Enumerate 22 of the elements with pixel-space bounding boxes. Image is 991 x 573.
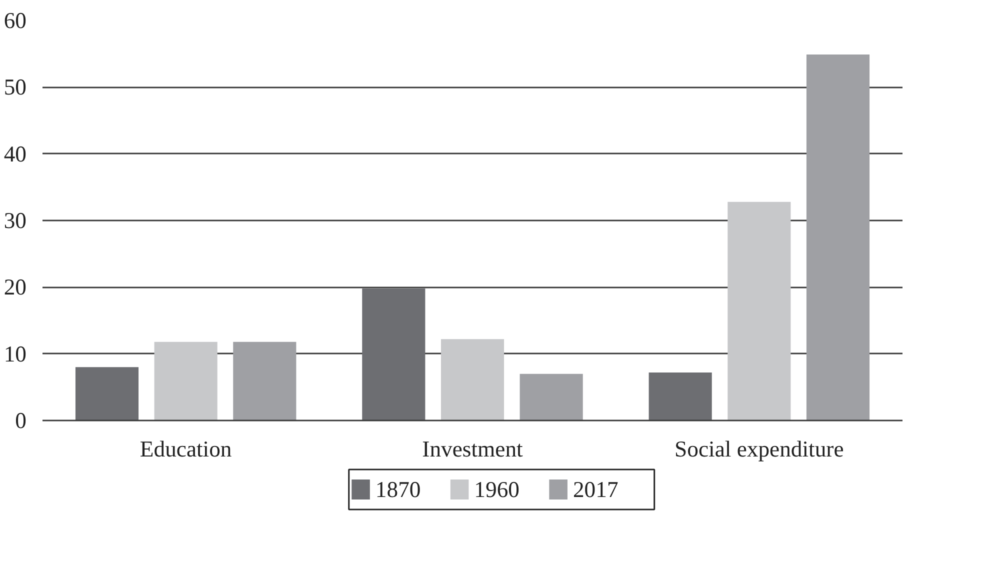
bar [648, 372, 712, 420]
bar [75, 367, 139, 420]
bar [806, 54, 870, 420]
y-tick-label: 0 [15, 408, 26, 433]
bar [728, 202, 791, 420]
x-tick-label: Social expenditure [674, 436, 844, 462]
x-tick-label: Investment [422, 436, 524, 462]
bar [362, 288, 426, 420]
legend-label: 2017 [572, 477, 618, 502]
y-tick-label: 20 [4, 274, 26, 300]
y-tick-label: 60 [4, 8, 26, 33]
bar [440, 339, 504, 420]
bar [520, 374, 583, 420]
y-tick-label: 10 [4, 341, 26, 366]
y-tick-label: 40 [4, 141, 26, 166]
legend-label: 1870 [375, 477, 421, 502]
x-tick-label: Education [140, 436, 232, 462]
y-tick-label: 30 [4, 208, 26, 233]
y-tick-label: 50 [4, 74, 26, 100]
legend-label: 1960 [474, 477, 520, 502]
bar [154, 342, 218, 420]
bar [233, 342, 296, 420]
